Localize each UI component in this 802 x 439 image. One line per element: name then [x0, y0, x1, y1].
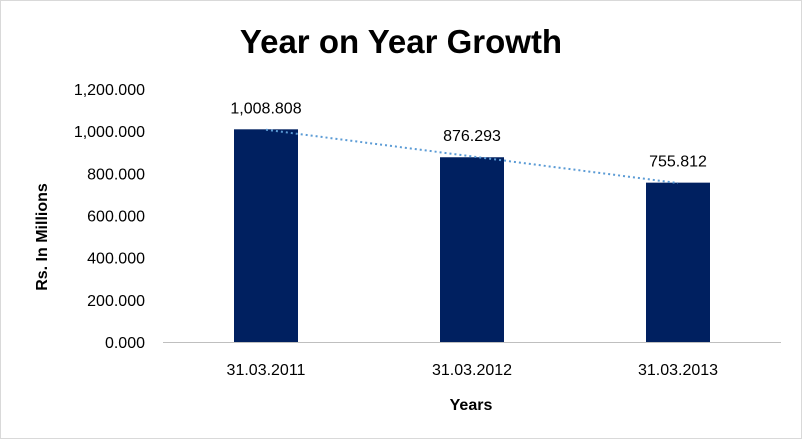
bar: [440, 157, 504, 342]
x-tick-label: 31.03.2012: [432, 362, 512, 379]
bar: [646, 182, 710, 342]
y-tick-label: 0.000: [105, 335, 145, 352]
x-tick-label: 31.03.2011: [227, 362, 306, 379]
data-label: 876.293: [443, 128, 501, 145]
chart-title: Year on Year Growth: [240, 23, 562, 60]
y-tick-label: 400.000: [87, 251, 145, 268]
x-axis-title: Years: [450, 397, 493, 414]
data-label: 755.812: [649, 154, 707, 171]
y-axis-title: Rs. In Millions: [34, 183, 51, 291]
plot-area: 0.000 200.000 400.000 600.000 800.000 1,000.0…: [74, 82, 781, 379]
y-tick-label: 1,200.000: [74, 82, 145, 99]
trendline: [265, 128, 679, 185]
y-tick-label: 800.000: [87, 166, 145, 183]
data-label: 1,008.808: [230, 100, 301, 117]
y-tick-label: 1,000.000: [74, 124, 145, 141]
y-tick-label: 600.000: [87, 209, 145, 226]
x-tick-label: 31.03.2013: [638, 362, 718, 379]
y-tick-label: 200.000: [87, 293, 145, 310]
bar: [234, 129, 298, 342]
